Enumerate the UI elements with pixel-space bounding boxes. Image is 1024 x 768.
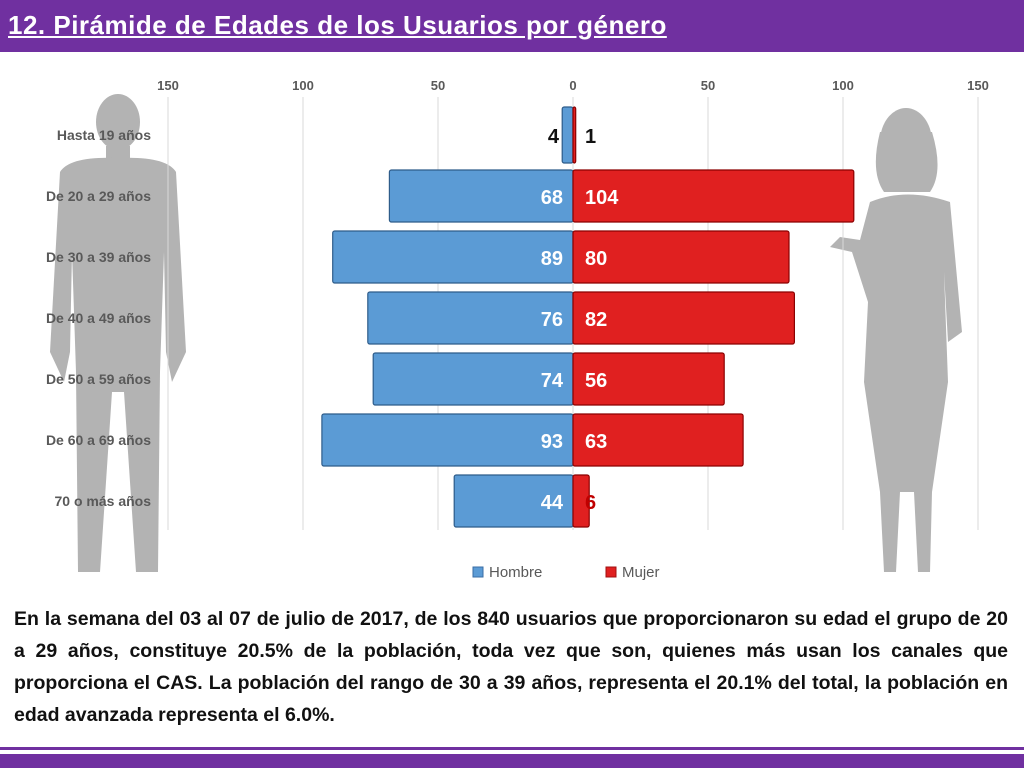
category-label: De 20 a 29 años [46,188,151,204]
description-text: En la semana del 03 al 07 de julio de 20… [14,608,1008,726]
bar-mujer [572,106,577,164]
data-label-mujer: 56 [585,370,607,392]
data-label-hombre: 93 [541,431,563,453]
data-label-mujer: 104 [585,187,619,209]
x-tick-label: 50 [701,78,715,93]
data-label-hombre: 44 [541,492,564,514]
category-label: De 60 a 69 años [46,432,151,448]
data-label-mujer: 80 [585,248,607,270]
data-label-hombre: 76 [541,309,563,331]
title-bar: 12. Pirámide de Edades de los Usuarios p… [0,0,1024,52]
category-label: 70 o más años [55,493,152,509]
x-tick-label: 100 [832,78,854,93]
man-silhouette-icon [50,94,186,572]
x-tick-label: 150 [967,78,989,93]
category-label: De 30 a 39 años [46,249,151,265]
bar-hombre [321,413,574,467]
data-label-mujer: 1 [585,126,596,148]
category-label: Hasta 19 años [57,127,151,143]
data-label-mujer: 63 [585,431,607,453]
bar-mujer [572,230,790,284]
age-pyramid-chart: 150 100 50 0 50 100 150 Hasta 19 años De 20 a 2… [46,78,989,581]
bar-mujer [572,352,725,406]
bar-hombre [561,106,574,164]
category-label: De 40 a 49 años [46,310,151,326]
woman-silhouette-icon [830,108,962,572]
legend-label-hombre: Hombre [489,564,542,581]
bar-mujer [572,413,744,467]
bar-hombre [332,230,574,284]
legend-swatch-mujer [605,566,617,578]
data-label-mujer: 82 [585,309,607,331]
bar-mujer [572,291,795,345]
x-tick-label: 150 [157,78,179,93]
data-label-mujer: 6 [585,492,596,514]
footer-divider [0,747,1024,750]
x-tick-label: 0 [569,78,576,93]
legend-label-mujer: Mujer [622,564,660,581]
data-label-hombre: 4 [548,126,560,148]
data-label-hombre: 68 [541,187,563,209]
data-label-hombre: 74 [541,370,564,392]
legend-swatch-hombre [472,566,484,578]
category-label: De 50 a 59 años [46,371,151,387]
x-tick-label: 100 [292,78,314,93]
chart-legend: Hombre Mujer [472,564,660,581]
x-tick-label: 50 [431,78,445,93]
page-title: 12. Pirámide de Edades de los Usuarios p… [8,10,667,40]
bar-mujer [572,169,855,223]
data-label-hombre: 89 [541,248,563,270]
footer-bar [0,754,1024,768]
bar-mujer [572,474,590,528]
